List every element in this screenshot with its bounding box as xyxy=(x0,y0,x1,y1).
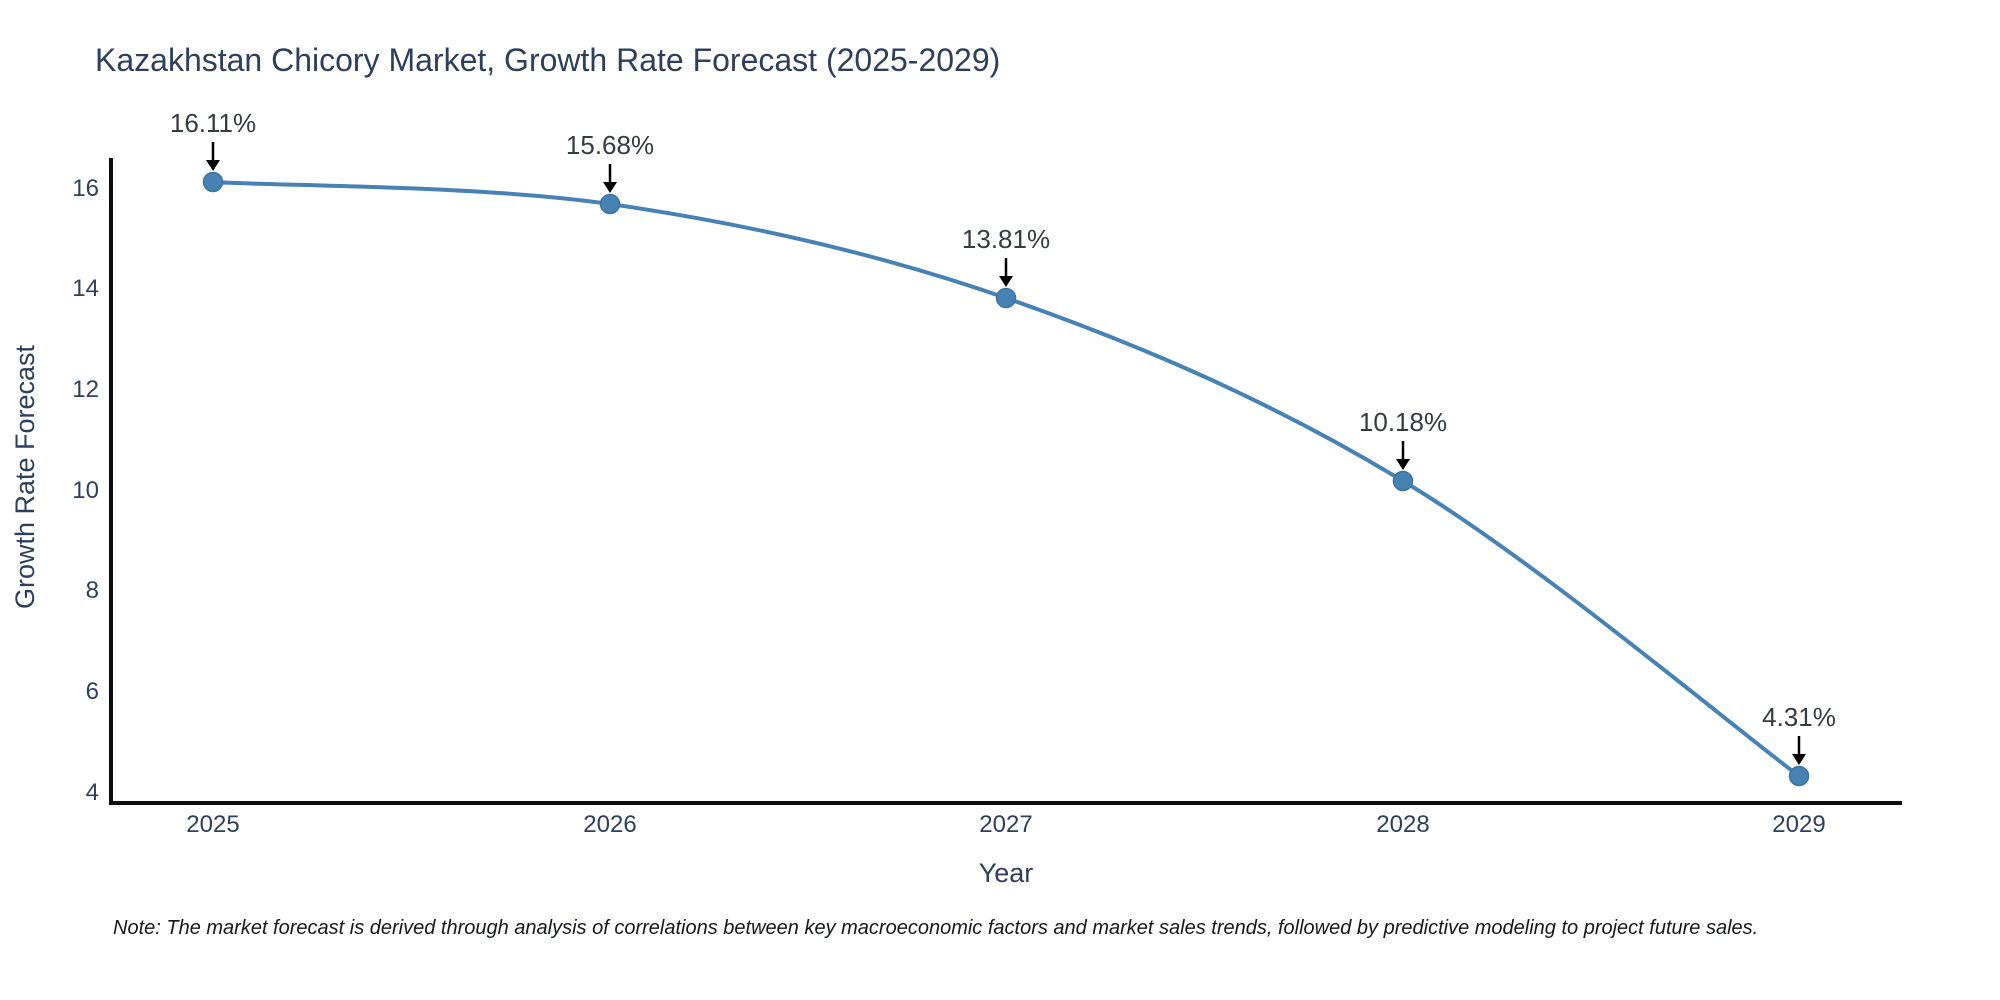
annotation-2026: 15.68% xyxy=(566,130,654,193)
footnote: Note: The market forecast is derived thr… xyxy=(113,917,1759,939)
data-point-marker xyxy=(1788,765,1810,787)
y-tick-label: 16 xyxy=(72,175,99,202)
annotation-label: 13.81% xyxy=(962,224,1050,254)
arrow-head-icon xyxy=(206,160,220,171)
data-point-marker xyxy=(1392,470,1414,492)
y-tick-label: 10 xyxy=(72,477,99,504)
data-point-marker xyxy=(202,171,224,193)
arrow-head-icon xyxy=(1792,754,1806,765)
x-tick-label: 2025 xyxy=(186,811,239,838)
annotation-label: 10.18% xyxy=(1359,407,1447,437)
data-point-marker xyxy=(995,287,1017,309)
annotation-label: 16.11% xyxy=(170,108,256,138)
x-axis-title: Year xyxy=(978,858,1034,888)
y-tick-label: 14 xyxy=(72,275,99,302)
y-axis-title: Growth Rate Forecast xyxy=(10,344,40,610)
arrow-head-icon xyxy=(999,276,1013,287)
chart-title: Kazakhstan Chicory Market, Growth Rate F… xyxy=(95,42,1001,78)
x-tick-label: 2026 xyxy=(583,811,636,838)
arrow-head-icon xyxy=(603,182,617,193)
y-tick-label: 6 xyxy=(86,678,99,705)
annotation-label: 4.31% xyxy=(1762,702,1836,732)
arrow-head-icon xyxy=(1396,459,1410,470)
data-point-marker xyxy=(599,193,621,215)
annotation-2027: 13.81% xyxy=(962,224,1050,287)
annotation-2028: 10.18% xyxy=(1359,407,1447,470)
y-tick-label: 8 xyxy=(86,577,99,604)
x-tick-label: 2029 xyxy=(1772,811,1825,838)
annotation-2025: 16.11% xyxy=(170,108,256,171)
annotation-label: 15.68% xyxy=(566,130,654,160)
x-tick-label: 2028 xyxy=(1376,811,1429,838)
y-tick-label: 4 xyxy=(86,779,99,806)
y-tick-label: 12 xyxy=(72,376,99,403)
annotation-2029: 4.31% xyxy=(1762,702,1836,765)
x-tick-label: 2027 xyxy=(979,811,1032,838)
